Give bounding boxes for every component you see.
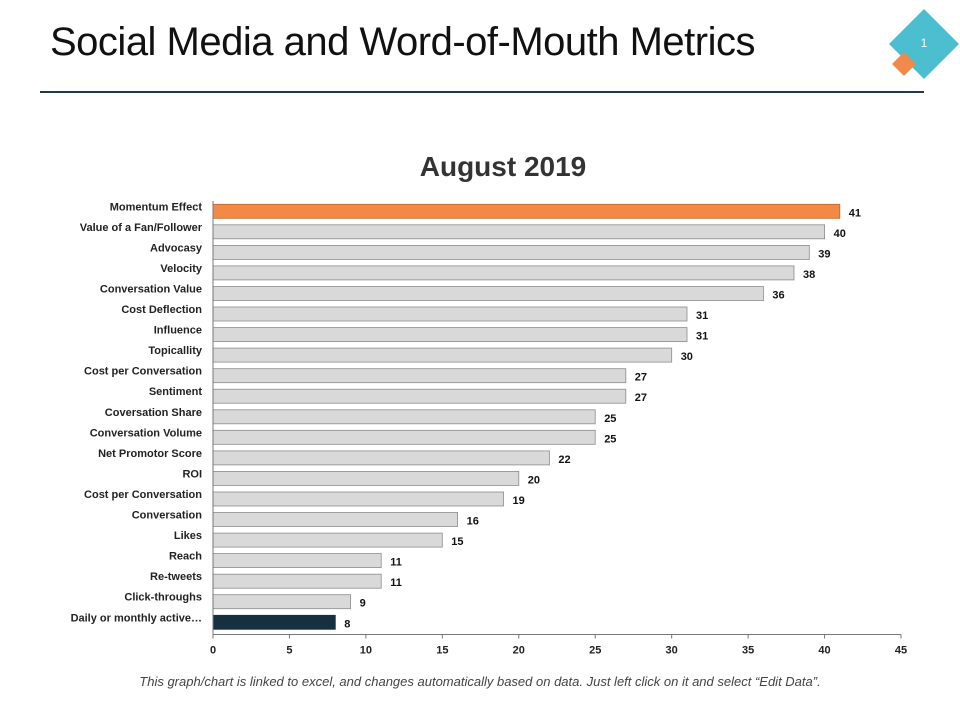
category-label: Re-tweets (150, 571, 202, 583)
category-label: Sentiment (149, 386, 203, 398)
x-tick-label: 20 (513, 645, 525, 657)
category-label: Topicallity (148, 345, 202, 357)
category-label: Conversation (132, 510, 203, 522)
x-tick-label: 25 (589, 645, 601, 657)
value-label: 15 (451, 536, 463, 548)
bar-15 (212, 491, 504, 507)
category-label: Value of a Fan/Follower (80, 222, 203, 234)
value-label: 31 (696, 331, 708, 343)
x-tick-label: 40 (818, 645, 830, 657)
bar-1 (212, 203, 841, 219)
badge-orange-diamond (892, 52, 916, 76)
value-label: 19 (513, 495, 525, 507)
category-label: Reach (169, 551, 202, 563)
value-label: 36 (772, 290, 784, 302)
value-label: 20 (528, 474, 540, 486)
category-label: Velocity (160, 263, 202, 275)
value-label: 8 (344, 618, 350, 630)
value-label: 22 (558, 454, 570, 466)
value-label: 25 (604, 433, 616, 445)
x-tick-label: 10 (360, 645, 372, 657)
category-label: Conversation Value (100, 284, 202, 296)
bar-2 (212, 224, 825, 240)
category-label: Daily or monthly active… (71, 612, 202, 624)
bar-16 (212, 512, 459, 527)
category-label: Likes (174, 530, 202, 542)
bar-14 (212, 470, 520, 486)
x-tick-label: 0 (210, 645, 216, 657)
value-label: 16 (467, 516, 479, 528)
bar-19 (212, 573, 382, 589)
value-label: 25 (604, 413, 616, 425)
chart-title: August 2019 (420, 151, 587, 182)
value-label: 31 (696, 310, 708, 322)
value-label: 39 (818, 248, 830, 260)
x-tick-label: 15 (436, 645, 448, 657)
bar-11 (212, 409, 596, 425)
category-label: Cost per Conversation (84, 366, 202, 378)
category-label: Influence (154, 325, 202, 337)
category-label: Conversation Volume (90, 427, 202, 439)
bar-17 (212, 532, 443, 548)
slide-title: Social Media and Word-of-Mouth Metrics (50, 20, 755, 64)
value-label: 11 (390, 577, 402, 589)
category-label: Cost per Conversation (84, 489, 202, 501)
category-label: Coversation Share (105, 407, 202, 419)
x-tick-label: 5 (286, 645, 292, 657)
bar-chart: August 2019 Momentum Effect 41 Value of a F… (71, 151, 908, 657)
bar-7 (212, 327, 688, 343)
value-label: 27 (635, 372, 647, 384)
bar-9 (212, 368, 627, 384)
bar-5 (212, 286, 764, 301)
page-number: 1 (920, 36, 928, 50)
value-label: 27 (635, 392, 647, 404)
value-label: 9 (360, 598, 366, 610)
category-label: Net Promotor Score (98, 448, 202, 460)
category-label: Click-throughs (124, 592, 202, 604)
bar-3 (212, 245, 810, 260)
value-label: 30 (681, 351, 693, 363)
bar-13 (212, 450, 550, 466)
bar-20 (212, 594, 352, 610)
bar-6 (212, 306, 688, 322)
bar-4 (212, 265, 795, 281)
value-label: 40 (834, 228, 846, 240)
bar-21 (212, 614, 336, 630)
title-divider (40, 91, 924, 93)
bar-8 (212, 347, 673, 363)
x-tick-label: 35 (742, 645, 754, 657)
x-tick-label: 45 (895, 645, 907, 657)
bar-10 (212, 388, 627, 404)
category-label: Momentum Effect (110, 201, 203, 213)
value-label: 11 (390, 557, 402, 569)
page-badge-icon (889, 9, 959, 79)
category-label: Cost Deflection (121, 304, 202, 316)
value-label: 38 (803, 269, 815, 281)
value-label: 41 (849, 207, 861, 219)
bar-18 (212, 553, 382, 569)
x-tick-label: 30 (666, 645, 678, 657)
footnote: This graph/chart is linked to excel, and… (139, 674, 821, 689)
category-label: Advocasy (150, 242, 203, 254)
category-label: ROI (182, 468, 202, 480)
bar-12 (212, 429, 596, 445)
